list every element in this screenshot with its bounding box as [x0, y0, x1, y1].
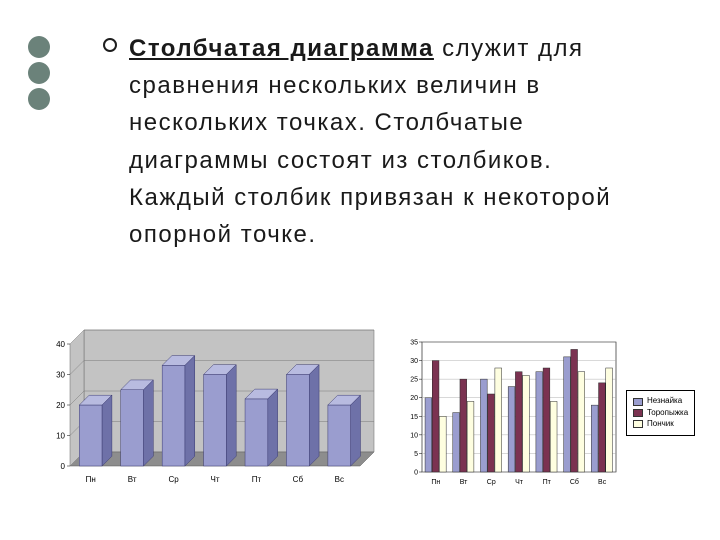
svg-text:20: 20	[56, 401, 65, 410]
svg-text:25: 25	[410, 377, 418, 384]
legend-item: Торопыжка	[633, 408, 688, 418]
svg-text:Вт: Вт	[460, 479, 468, 486]
svg-text:30: 30	[56, 371, 65, 380]
chart-grouped-bar: 0 5 10 15 20 25 30 35 Пн Вт Ср Чт Пт Сб Вс Незнайка Тор…	[400, 338, 695, 488]
charts-row: 0 10 20 30 40 Пн Вт Ср Чт Пт Сб Вс 0 5 10 15 20 25 30 35 Пн…	[40, 324, 695, 488]
slide-decor-dots	[28, 36, 50, 110]
svg-text:20: 20	[410, 395, 418, 402]
legend-item: Незнайка	[633, 396, 688, 406]
term-rest: служит для сравнения нескольких величин …	[129, 35, 611, 248]
chart-3d-bar: 0 10 20 30 40 Пн Вт Ср Чт Пт Сб Вс	[40, 324, 380, 488]
legend: Незнайка ТоропыжкаПончик	[626, 390, 695, 435]
svg-text:Пн: Пн	[431, 479, 440, 486]
bullet-item: Столбчатая диаграмма служит для сравнени…	[103, 30, 649, 253]
svg-text:Вс: Вс	[598, 479, 607, 486]
svg-text:Пт: Пт	[252, 475, 262, 484]
svg-text:Ср: Ср	[487, 479, 496, 486]
svg-text:Чт: Чт	[211, 475, 220, 484]
svg-text:Ср: Ср	[168, 475, 179, 484]
svg-text:10: 10	[56, 432, 65, 441]
svg-text:10: 10	[410, 432, 418, 439]
svg-text:15: 15	[410, 414, 418, 421]
bullet-icon	[103, 38, 117, 52]
svg-text:Пн: Пн	[86, 475, 96, 484]
term: Столбчатая диаграмма	[129, 35, 434, 62]
legend-item: Пончик	[633, 419, 688, 429]
svg-text:Вт: Вт	[128, 475, 137, 484]
svg-text:Чт: Чт	[515, 479, 524, 486]
svg-text:Пт: Пт	[543, 479, 552, 486]
svg-text:Вс: Вс	[335, 475, 344, 484]
svg-text:Сб: Сб	[570, 478, 579, 486]
svg-text:30: 30	[410, 358, 418, 365]
svg-text:Сб: Сб	[293, 475, 304, 484]
svg-text:5: 5	[414, 451, 418, 458]
svg-text:0: 0	[61, 462, 66, 471]
svg-text:40: 40	[56, 340, 65, 349]
svg-text:35: 35	[410, 340, 418, 347]
svg-text:0: 0	[414, 470, 418, 477]
body-text: Столбчатая диаграмма служит для сравнени…	[129, 30, 649, 253]
